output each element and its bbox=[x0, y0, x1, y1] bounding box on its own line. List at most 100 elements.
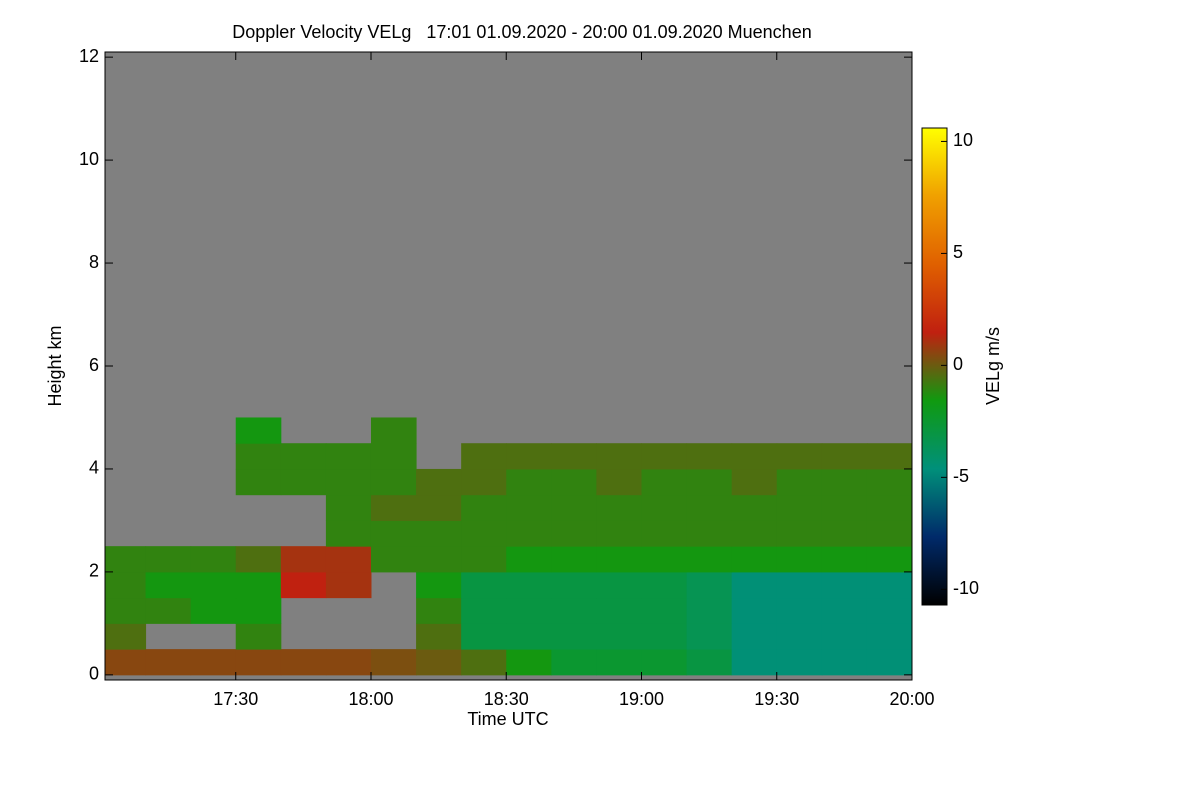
heatmap-cell bbox=[235, 468, 282, 496]
heatmap-cell bbox=[461, 520, 507, 547]
heatmap-cell bbox=[686, 468, 733, 496]
colorbar-label: VELg m/s bbox=[983, 327, 1003, 405]
heatmap-cell bbox=[821, 443, 868, 470]
heatmap-cell bbox=[866, 443, 913, 470]
colorbar-tick-label: -5 bbox=[953, 466, 969, 486]
heatmap-cell bbox=[105, 597, 147, 624]
heatmap-cell bbox=[325, 571, 372, 599]
heatmap-cell bbox=[641, 597, 688, 624]
heatmap-cell bbox=[866, 468, 913, 496]
y-tick-label: 6 bbox=[89, 355, 99, 375]
heatmap-cell bbox=[551, 623, 597, 650]
heatmap-cell bbox=[416, 571, 462, 599]
heatmap-cell bbox=[506, 494, 552, 521]
heatmap-cell bbox=[506, 520, 552, 547]
heatmap-cell bbox=[596, 597, 642, 624]
y-tick-label: 8 bbox=[89, 252, 99, 272]
heatmap-cell bbox=[596, 520, 642, 547]
heatmap-cell bbox=[596, 468, 642, 496]
heatmap-cell bbox=[686, 443, 733, 470]
heatmap-cell bbox=[416, 494, 462, 521]
heatmap-cell bbox=[370, 417, 417, 444]
heatmap-cell bbox=[506, 571, 552, 599]
heatmap-cell bbox=[506, 468, 552, 496]
colorbar-tick-label: 0 bbox=[953, 354, 963, 374]
colorbar-tick-label: 10 bbox=[953, 130, 973, 150]
heatmap-cell bbox=[866, 494, 913, 521]
heatmap-cell bbox=[641, 649, 688, 676]
x-tick-label: 18:30 bbox=[484, 689, 529, 709]
heatmap-cell bbox=[776, 468, 823, 496]
heatmap-cell bbox=[641, 443, 688, 470]
heatmap-cell bbox=[596, 443, 642, 470]
heatmap-cell bbox=[280, 468, 327, 496]
heatmap-cell bbox=[821, 623, 868, 650]
heatmap-cell bbox=[641, 623, 688, 650]
heatmap-cell bbox=[686, 623, 733, 650]
heatmap-cell bbox=[551, 546, 597, 573]
heatmap-cell bbox=[866, 520, 913, 547]
heatmap-cell bbox=[641, 494, 688, 521]
heatmap-cell bbox=[190, 649, 237, 676]
heatmap-cell bbox=[461, 571, 507, 599]
heatmap-cell bbox=[866, 623, 913, 650]
heatmap-cell bbox=[821, 468, 868, 496]
heatmap-cell bbox=[551, 494, 597, 521]
heatmap-cell bbox=[866, 597, 913, 624]
heatmap-cell bbox=[370, 468, 417, 496]
heatmap-cell bbox=[731, 520, 778, 547]
heatmap-cell bbox=[686, 571, 733, 599]
heatmap-cell bbox=[731, 443, 778, 470]
heatmap-cell bbox=[776, 443, 823, 470]
heatmap-cell bbox=[235, 546, 282, 573]
heatmap-cell bbox=[416, 468, 462, 496]
heatmap-cell bbox=[551, 443, 597, 470]
heatmap-cell bbox=[776, 649, 823, 676]
heatmap-cell bbox=[325, 520, 372, 547]
heatmap-cell bbox=[731, 571, 778, 599]
heatmap-cell bbox=[325, 494, 372, 521]
heatmap-cell bbox=[866, 546, 913, 573]
heatmap-cell bbox=[821, 494, 868, 521]
heatmap-cell bbox=[596, 649, 642, 676]
heatmap-cell bbox=[461, 649, 507, 676]
heatmap-cell bbox=[461, 597, 507, 624]
heatmap-cell bbox=[416, 597, 462, 624]
heatmap-cell bbox=[461, 546, 507, 573]
heatmap-cell bbox=[641, 546, 688, 573]
heatmap-cell bbox=[731, 649, 778, 676]
x-tick-label: 20:00 bbox=[889, 689, 934, 709]
heatmap-cell bbox=[235, 597, 282, 624]
heatmap-cell bbox=[105, 649, 147, 676]
heatmap-cell bbox=[325, 468, 372, 496]
y-tick-label: 12 bbox=[79, 46, 99, 66]
heatmap-cell bbox=[370, 443, 417, 470]
heatmap-cell bbox=[370, 546, 417, 573]
heatmap-cell bbox=[776, 623, 823, 650]
colorbar-tick-label: 5 bbox=[953, 242, 963, 262]
heatmap-cell bbox=[641, 468, 688, 496]
heatmap-cell bbox=[235, 443, 282, 470]
heatmap-cell bbox=[641, 571, 688, 599]
y-tick-label: 10 bbox=[79, 149, 99, 169]
heatmap-cell bbox=[370, 520, 417, 547]
heatmap-cell bbox=[416, 520, 462, 547]
heatmap-cell bbox=[821, 520, 868, 547]
heatmap-cell bbox=[686, 597, 733, 624]
heatmap-cell bbox=[731, 623, 778, 650]
heatmap-cell bbox=[731, 597, 778, 624]
x-tick-label: 19:30 bbox=[754, 689, 799, 709]
heatmap-cell bbox=[821, 546, 868, 573]
heatmap-cell bbox=[596, 494, 642, 521]
heatmap-cell bbox=[596, 623, 642, 650]
heatmap-cell bbox=[145, 597, 192, 624]
heatmap-cell bbox=[105, 571, 147, 599]
y-tick-label: 4 bbox=[89, 458, 99, 478]
heatmap-cell bbox=[280, 443, 327, 470]
y-tick-label: 0 bbox=[89, 664, 99, 684]
heatmap-cell bbox=[776, 597, 823, 624]
heatmap-cell bbox=[105, 623, 147, 650]
heatmap-cell bbox=[280, 546, 327, 573]
